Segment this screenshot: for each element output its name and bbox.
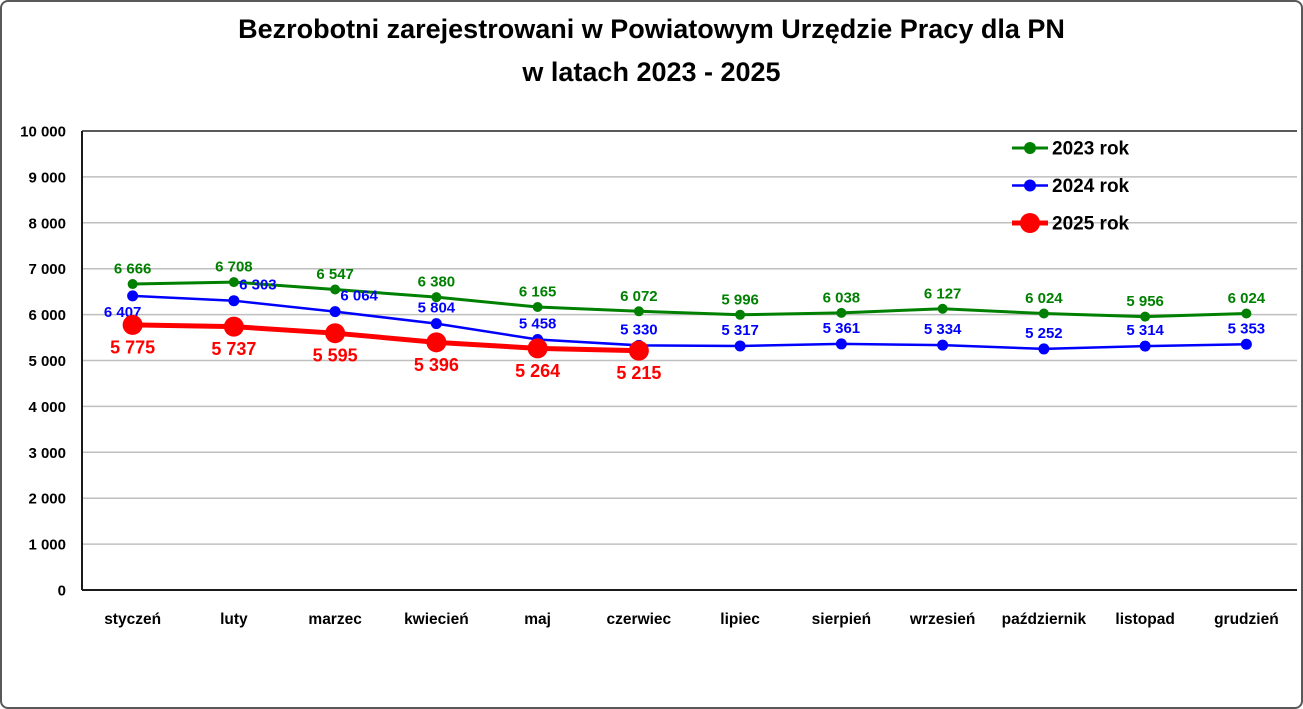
legend-marker-2023-rok: [1024, 142, 1036, 154]
x-axis-label: czerwiec: [607, 611, 672, 628]
data-label-2025-rok-styczeń: 5 775: [110, 337, 155, 357]
data-label-2023-rok-maj: 6 165: [519, 284, 557, 301]
data-point-2023-rok-wrzesień: [937, 303, 948, 314]
y-axis-label: 5 000: [28, 353, 66, 370]
data-label-2024-rok-sierpień: 5 361: [823, 320, 861, 337]
x-axis-label: listopad: [1115, 611, 1174, 628]
y-axis-label: 6 000: [28, 307, 66, 324]
data-label-2025-rok-czerwiec: 5 215: [616, 363, 661, 383]
data-label-2023-rok-sierpień: 6 038: [823, 289, 861, 306]
data-point-2023-rok-sierpień: [836, 307, 847, 318]
data-label-2024-rok-marzec: 6 064: [340, 288, 378, 305]
data-label-2023-rok-październik: 6 024: [1025, 290, 1063, 307]
data-label-2025-rok-marzec: 5 595: [313, 346, 358, 366]
data-point-2024-rok-grudzień: [1240, 338, 1252, 350]
legend-label-2023-rok: 2023 rok: [1052, 139, 1130, 160]
y-axis-label: 7 000: [28, 261, 66, 278]
data-label-2025-rok-kwiecień: 5 396: [414, 355, 459, 375]
chart-title-line2: w latach 2023 - 2025: [522, 57, 781, 87]
data-point-2025-rok-maj: [527, 338, 548, 359]
data-point-2025-rok-luty: [223, 316, 244, 337]
legend-label-2024-rok: 2024 rok: [1052, 176, 1130, 197]
series-line-2024-rok: [132, 294, 1247, 351]
data-point-2025-rok-marzec: [325, 323, 346, 344]
data-label-2023-rok-lipiec: 5 996: [721, 291, 759, 308]
x-axis-label: październik: [1002, 611, 1087, 628]
data-label-2025-rok-luty: 5 737: [211, 339, 256, 359]
data-label-2024-rok-kwiecień: 5 804: [418, 300, 456, 317]
data-label-2024-rok-luty: 6 303: [239, 277, 277, 294]
y-axis-label: 0: [58, 583, 66, 600]
x-axis-label: maj: [524, 611, 551, 628]
chart-title-line1: Bezrobotni zarejestrowani w Powiatowym U…: [238, 14, 1065, 44]
data-point-2023-rok-styczeń: [127, 279, 138, 290]
legend-label-2025-rok: 2025 rok: [1052, 214, 1130, 235]
data-label-2023-rok-wrzesień: 6 127: [924, 285, 962, 302]
data-label-2023-rok-czerwiec: 6 072: [620, 288, 658, 305]
data-point-2024-rok-listopad: [1139, 340, 1151, 352]
y-axis-label: 2 000: [28, 491, 66, 508]
data-point-2023-rok-listopad: [1140, 311, 1151, 322]
y-axis-label: 3 000: [28, 445, 66, 462]
x-axis-label: grudzień: [1214, 611, 1279, 628]
data-point-2025-rok-czerwiec: [628, 340, 649, 361]
x-axis-label: wrzesień: [909, 611, 975, 628]
y-axis-label: 8 000: [28, 215, 66, 232]
data-point-2023-rok-marzec: [330, 284, 341, 295]
x-axis-label: kwiecień: [404, 611, 469, 628]
data-label-2023-rok-styczeń: 6 666: [114, 261, 152, 278]
data-point-2024-rok-luty: [228, 295, 240, 307]
data-label-2025-rok-maj: 5 264: [515, 361, 560, 381]
data-label-2023-rok-luty: 6 708: [215, 259, 253, 276]
data-point-2024-rok-marzec: [329, 306, 341, 318]
data-point-2023-rok-lipiec: [735, 309, 746, 320]
data-point-2023-rok-kwiecień: [431, 292, 442, 303]
y-axis-label: 9 000: [28, 169, 66, 186]
x-axis-label: sierpień: [812, 611, 871, 628]
data-point-2024-rok-styczeń: [127, 290, 139, 302]
series-line-2025-rok: [132, 322, 639, 354]
y-axis-label: 1 000: [28, 537, 66, 554]
data-point-2024-rok-kwiecień: [430, 318, 442, 330]
data-point-2025-rok-kwiecień: [426, 332, 447, 353]
chart-title: Bezrobotni zarejestrowani w Powiatowym U…: [0, 8, 1303, 94]
x-axis-label: luty: [220, 611, 248, 628]
data-label-2023-rok-listopad: 5 956: [1126, 293, 1164, 310]
data-point-2023-rok-luty: [228, 277, 239, 288]
data-label-2024-rok-maj: 5 458: [519, 315, 557, 332]
data-label-2023-rok-grudzień: 6 024: [1228, 290, 1266, 307]
data-label-2024-rok-październik: 5 252: [1025, 325, 1063, 342]
x-axis-label: lipiec: [720, 611, 760, 628]
data-point-2023-rok-grudzień: [1241, 308, 1252, 319]
data-point-2023-rok-czerwiec: [633, 306, 644, 317]
y-axis-label: 10 000: [20, 124, 66, 141]
data-point-2023-rok-październik: [1038, 308, 1049, 319]
data-label-2024-rok-wrzesień: 5 334: [924, 321, 962, 338]
data-label-2024-rok-listopad: 5 314: [1126, 322, 1164, 339]
x-axis-label: marzec: [308, 611, 362, 628]
legend-marker-2025-rok: [1020, 213, 1040, 233]
data-label-2024-rok-czerwiec: 5 330: [620, 321, 658, 338]
data-point-2024-rok-lipiec: [734, 340, 746, 352]
data-point-2024-rok-październik: [1038, 343, 1050, 355]
data-point-2025-rok-styczeń: [122, 314, 143, 335]
legend-marker-2024-rok: [1024, 179, 1036, 192]
data-label-2023-rok-marzec: 6 547: [316, 266, 354, 283]
x-axis-label: styczeń: [104, 611, 161, 628]
series-line-2023-rok: [132, 280, 1247, 319]
y-axis-label: 4 000: [28, 399, 66, 416]
data-label-2024-rok-lipiec: 5 317: [721, 322, 759, 339]
data-label-2023-rok-kwiecień: 6 380: [418, 274, 456, 291]
data-label-2024-rok-grudzień: 5 353: [1228, 320, 1266, 337]
data-point-2024-rok-sierpień: [835, 338, 847, 350]
data-point-2023-rok-maj: [532, 302, 543, 313]
data-point-2024-rok-wrzesień: [937, 339, 949, 351]
